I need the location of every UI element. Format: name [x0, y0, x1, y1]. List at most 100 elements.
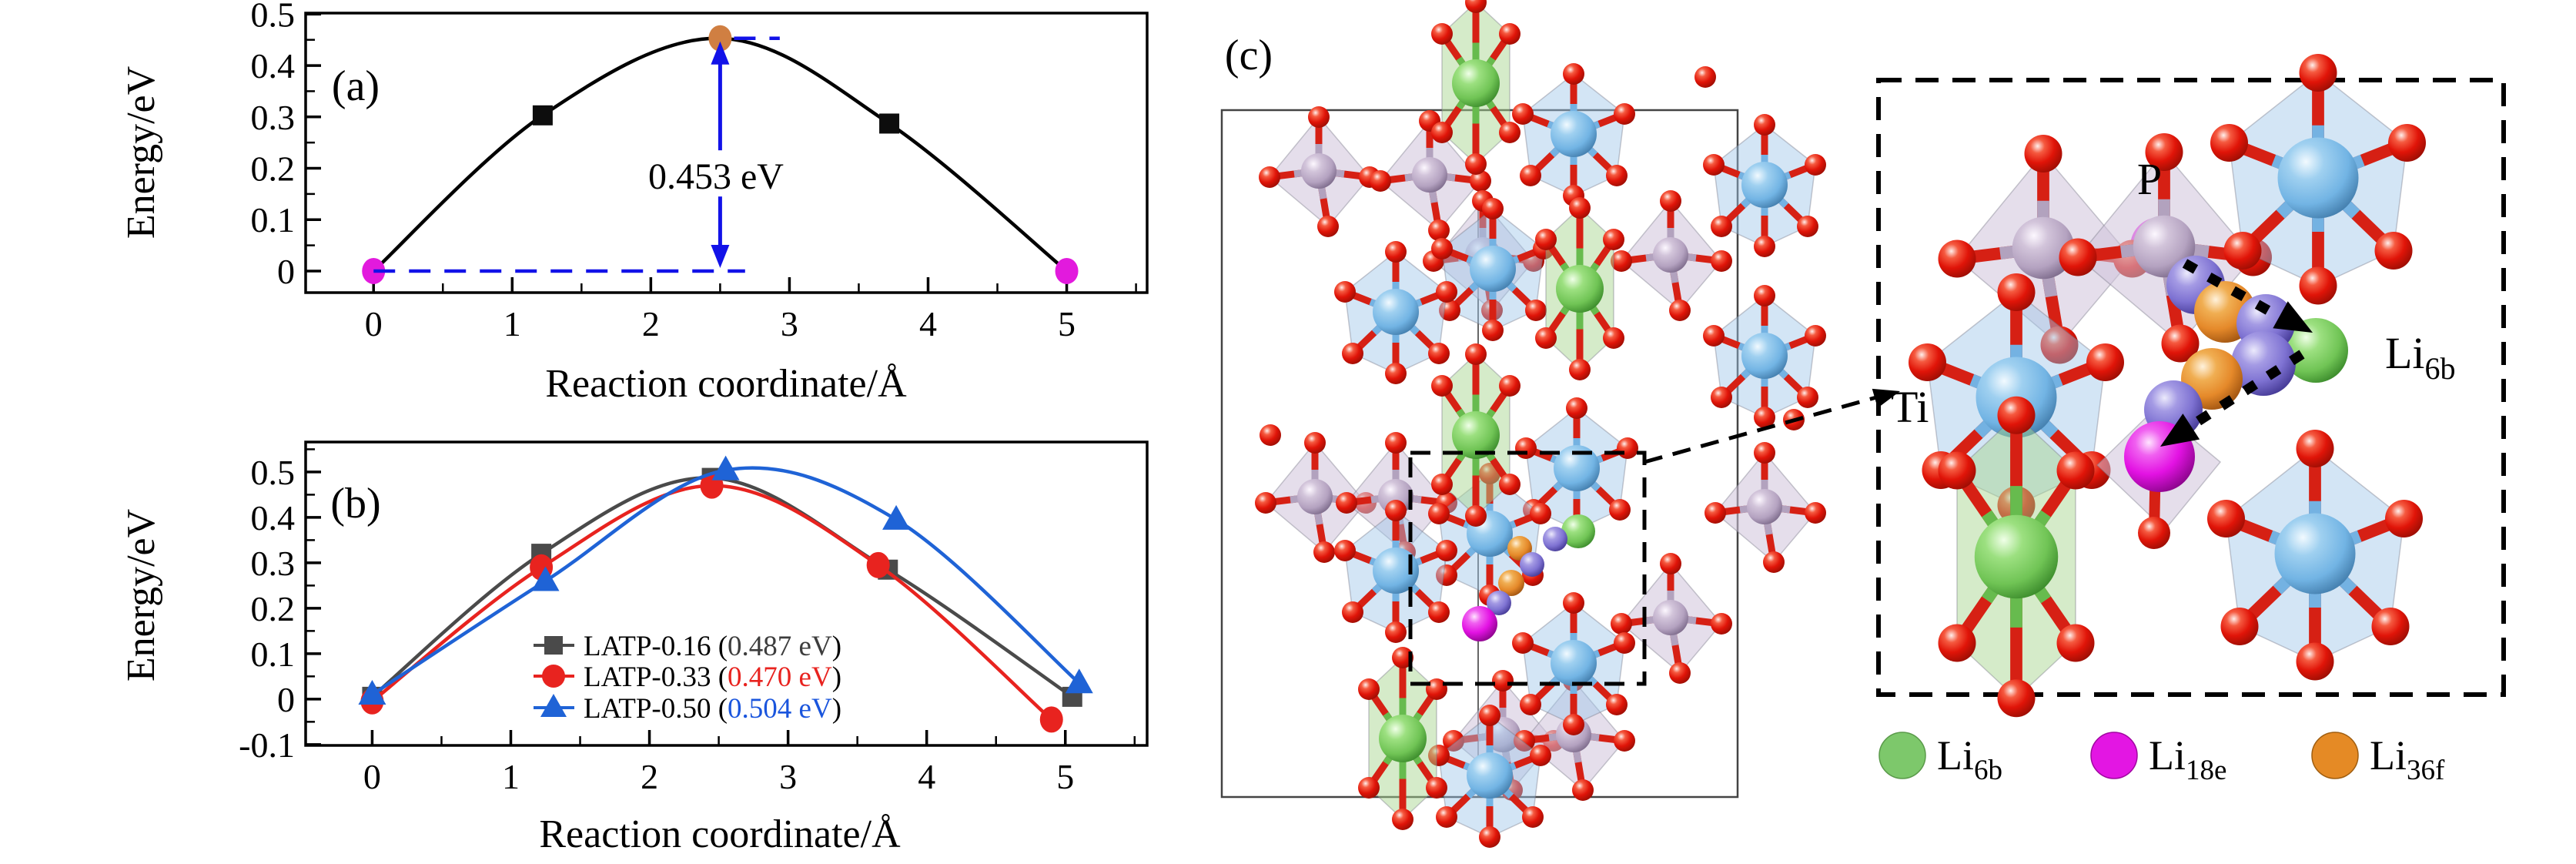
- oxygen-atom: [1465, 0, 1487, 13]
- oxygen-atom: [2223, 232, 2262, 270]
- ti-atom: [1551, 111, 1597, 157]
- oxygen-atom: [2299, 266, 2337, 305]
- oxygen-atom: [2220, 608, 2259, 645]
- ti-octahedron: [1703, 114, 1826, 257]
- oxygen-atom: [1385, 241, 1407, 263]
- li36f-legend-label: Li36f: [2370, 732, 2445, 786]
- oxygen-atom: [1308, 106, 1330, 128]
- oxygen-atom: [1334, 540, 1356, 561]
- legend-marker-square: [544, 636, 563, 655]
- x-tick-label: 4: [919, 304, 937, 343]
- inset-structure: [1909, 54, 2426, 718]
- p-tetrahedron: [1370, 110, 1491, 241]
- ti-atom: [1373, 289, 1419, 335]
- oxygen-atom: [1514, 730, 1535, 752]
- oxygen-atom: [1754, 236, 1775, 257]
- data-point-circle: [708, 25, 732, 52]
- oxygen-atom: [1563, 592, 1584, 614]
- oxygen-atom: [1711, 613, 1732, 635]
- ti-atom: [1373, 548, 1419, 594]
- oxygen-atom: [1797, 216, 1818, 237]
- li-atom: [1379, 715, 1427, 762]
- plot-border-a: [304, 12, 1149, 294]
- panel-b-chart: (b) Energy/eV Reaction coordinate/Å 0 1 2 3…: [119, 440, 1149, 856]
- p-atom: [1301, 153, 1337, 189]
- li6b-legend-swatch: [1878, 732, 1926, 779]
- legend-entry-label: LATP-0.50 (0.504 eV): [584, 693, 841, 725]
- oxygen-atom: [1563, 63, 1584, 85]
- panel-a-xlabel: Reaction coordinate/Å: [545, 362, 907, 406]
- oxygen-atom: [1512, 632, 1534, 654]
- oxygen-atom: [2040, 326, 2079, 364]
- label-li6b: Li6b: [2385, 328, 2456, 386]
- path-image-atom: [1487, 591, 1511, 615]
- li-atom: [1556, 265, 1604, 313]
- oxygen-atom: [1499, 375, 1521, 397]
- oxygen-atom: [1436, 281, 1457, 303]
- oxygen-atom: [1797, 387, 1818, 408]
- li6b-atom: [1561, 514, 1595, 548]
- zoom-region-box: [1408, 450, 1647, 686]
- oxygen-atom: [1563, 714, 1584, 735]
- oxygen-atom: [1754, 114, 1775, 136]
- p-atom: [1653, 600, 1688, 635]
- oxygen-atom: [2296, 642, 2334, 681]
- oxygen-atom: [1426, 777, 1447, 799]
- oxygen-atom: [2299, 54, 2337, 92]
- oxygen-atom: [1428, 343, 1450, 364]
- p-atom: [1747, 489, 1782, 524]
- oxygen-atom: [1465, 343, 1487, 365]
- oxygen-atom: [2385, 500, 2423, 537]
- oxygen-atom: [1520, 165, 1541, 186]
- oxygen-atom: [1754, 442, 1775, 464]
- panel-b-ylabel: Energy/eV: [119, 509, 163, 681]
- oxygen-atom: [1385, 363, 1407, 384]
- ti-atom: [1551, 640, 1597, 686]
- oxygen-atom: [1431, 238, 1453, 260]
- oxygen-atom: [1754, 285, 1775, 306]
- data-point-square: [879, 113, 900, 134]
- oxygen-atom: [1385, 432, 1407, 454]
- li18e-atom: [1462, 606, 1497, 641]
- data-point-square: [532, 105, 553, 126]
- y-tick-label: 0: [277, 252, 295, 291]
- oxygen-atom: [1313, 541, 1335, 563]
- oxygen-atom: [1997, 679, 2036, 718]
- p-atom: [1485, 717, 1521, 752]
- oxygen-atom: [1358, 678, 1380, 700]
- oxygen-atom: [1499, 474, 1521, 495]
- oxygen-atom: [1392, 647, 1413, 668]
- oxygen-atom: [1711, 216, 1732, 237]
- oxygen-atom: [1669, 300, 1691, 321]
- li-polyhedron: [1431, 0, 1521, 175]
- oxygen-atom: [2374, 232, 2413, 270]
- data-point-triangle: [1065, 668, 1093, 694]
- oxygen-atom: [1535, 327, 1557, 349]
- li-polyhedron: [1431, 343, 1521, 527]
- oxygen-atom: [1705, 502, 1726, 524]
- oxygen-atom: [1385, 621, 1407, 643]
- x-tick-label: 2: [642, 304, 660, 343]
- path-image-atom: [2231, 331, 2296, 396]
- oxygen-atom: [1482, 198, 1504, 219]
- ti-atom: [1467, 752, 1513, 799]
- oxygen-atom: [1669, 662, 1691, 684]
- panel-a-ylabel: Energy/eV: [119, 66, 163, 239]
- data-point-circle: [1055, 257, 1079, 284]
- data-point-triangle: [882, 504, 911, 530]
- oxygen-atom: [1703, 154, 1725, 176]
- oxygen-atom: [1470, 170, 1491, 192]
- li36f-legend-swatch: [2311, 732, 2359, 779]
- oxygen-atom: [1431, 122, 1453, 143]
- oxygen-atom: [1428, 745, 1450, 766]
- x-tick-label: 3: [781, 304, 798, 343]
- oxygen-atom: [1465, 505, 1487, 527]
- oxygen-atom: [2138, 517, 2170, 549]
- oxygen-atom: [2296, 430, 2334, 467]
- li18e-legend-swatch: [2090, 732, 2138, 779]
- y-tick-label: 0.2: [251, 149, 296, 189]
- oxygen-atom: [1428, 601, 1450, 623]
- oxygen-atom: [2056, 451, 2095, 490]
